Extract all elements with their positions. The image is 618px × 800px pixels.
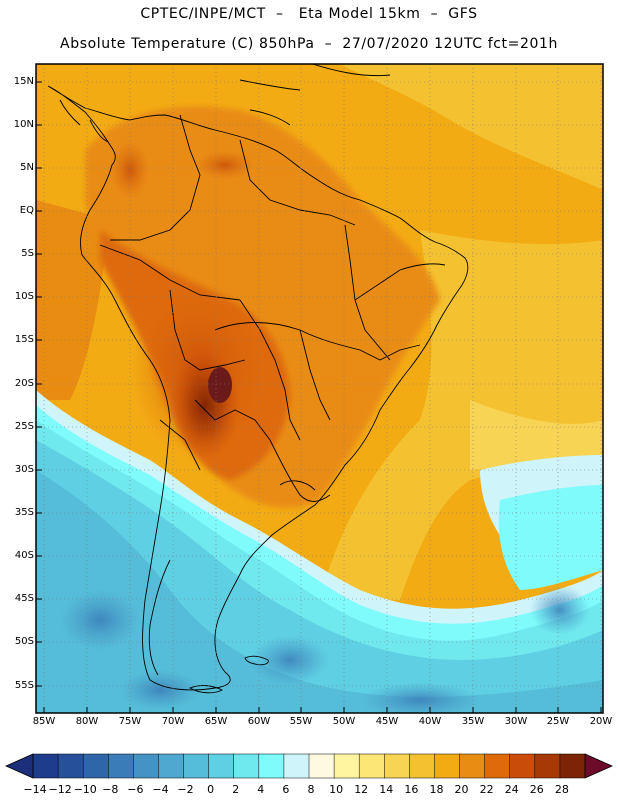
chart-title-line1: CPTEC/INPE/MCT – Eta Model 15km – GFS xyxy=(140,6,478,22)
lon-label: 30W xyxy=(504,716,528,727)
lat-label: 15S xyxy=(14,334,34,345)
lat-label: 5S xyxy=(21,248,34,259)
colorbar-label: 10 xyxy=(329,783,344,796)
chart-title-line2: Absolute Temperature (C) 850hPa – 27/07/… xyxy=(60,36,558,52)
lat-label: 20S xyxy=(14,378,34,389)
lon-label: 45W xyxy=(375,716,399,727)
lat-label: 45S xyxy=(14,593,34,604)
colorbar-swatch xyxy=(434,753,461,779)
colorbar-label: 16 xyxy=(404,783,419,796)
colorbar-label: 28 xyxy=(554,783,569,796)
lat-label: 15N xyxy=(13,76,34,87)
colorbar-label: −10 xyxy=(73,783,97,796)
colorbar-swatches xyxy=(32,753,586,779)
axis-ticks xyxy=(36,81,602,713)
colorbar-swatch xyxy=(108,753,134,779)
lon-label: 25W xyxy=(546,716,570,727)
lon-label: 20W xyxy=(589,716,613,727)
colorbar-swatch xyxy=(158,753,185,779)
colorbar-swatch xyxy=(133,753,159,779)
lon-label: 70W xyxy=(161,716,185,727)
lon-label: 35W xyxy=(461,716,485,727)
map-frame xyxy=(35,63,604,714)
lon-label: 50W xyxy=(332,716,356,727)
lat-label: 40S xyxy=(14,550,34,561)
colorbar-swatch xyxy=(233,753,260,779)
colorbar-swatch xyxy=(358,753,385,779)
islands xyxy=(188,655,269,694)
colorbar-swatch xyxy=(258,753,285,779)
colorbar-label: 6 xyxy=(282,783,290,796)
colorbar-label: 12 xyxy=(354,783,369,796)
colorbar-label: −4 xyxy=(152,783,169,796)
colorbar-label: 0 xyxy=(207,783,215,796)
colorbar-swatch xyxy=(333,753,360,779)
colorbar-swatch xyxy=(484,753,511,779)
lat-label: 5N xyxy=(20,162,34,173)
colorbar-label: 14 xyxy=(379,783,394,796)
colorbar-label: −6 xyxy=(127,783,144,796)
colorbar-label: 8 xyxy=(307,783,315,796)
lon-label: 75W xyxy=(118,716,142,727)
colorbar-label: 20 xyxy=(454,783,469,796)
colorbar-label: 2 xyxy=(232,783,240,796)
colorbar-label: 4 xyxy=(257,783,265,796)
lat-label: 10S xyxy=(14,291,34,302)
lat-label: EQ xyxy=(19,205,34,216)
lat-label: 10N xyxy=(13,119,34,130)
colorbar-swatch xyxy=(32,753,59,779)
lat-label: 25S xyxy=(14,421,34,432)
colorbar-label: 26 xyxy=(529,783,544,796)
lon-label: 80W xyxy=(75,716,99,727)
lon-label: 65W xyxy=(204,716,228,727)
colorbar-high-arrow xyxy=(584,753,613,779)
colorbar-swatch xyxy=(82,753,109,779)
lon-label: 40W xyxy=(418,716,442,727)
colorbar-label: −8 xyxy=(102,783,119,796)
lat-label: 55S xyxy=(14,680,34,691)
colorbar-swatch xyxy=(534,753,561,779)
temperature-field xyxy=(36,64,603,713)
colorbar-swatch xyxy=(559,753,586,779)
colorbar-label: −2 xyxy=(177,783,194,796)
lat-lon-grid xyxy=(36,64,603,713)
lon-label: 85W xyxy=(32,716,56,727)
colorbar-label: 22 xyxy=(479,783,494,796)
colorbar-swatch xyxy=(208,753,235,779)
colorbar-swatch xyxy=(308,753,335,779)
lat-label: 50S xyxy=(14,636,34,647)
colorbar-label: −12 xyxy=(48,783,72,796)
colorbar-label: 18 xyxy=(429,783,444,796)
coastlines xyxy=(47,64,469,691)
colorbar-swatch xyxy=(384,753,410,779)
colorbar-swatch xyxy=(283,753,310,779)
colorbar-swatch xyxy=(57,753,84,779)
colorbar-swatch xyxy=(409,753,435,779)
colorbar-low-arrow xyxy=(5,753,34,779)
lat-label: 35S xyxy=(14,507,34,518)
colorbar-swatch xyxy=(183,753,210,779)
colorbar-label: −14 xyxy=(23,783,47,796)
lon-label: 55W xyxy=(289,716,313,727)
colorbar-label: 24 xyxy=(504,783,519,796)
lat-label: 30S xyxy=(14,464,34,475)
lon-label: 60W xyxy=(247,716,271,727)
colorbar-swatch xyxy=(459,753,486,779)
colorbar-swatch xyxy=(509,753,536,779)
